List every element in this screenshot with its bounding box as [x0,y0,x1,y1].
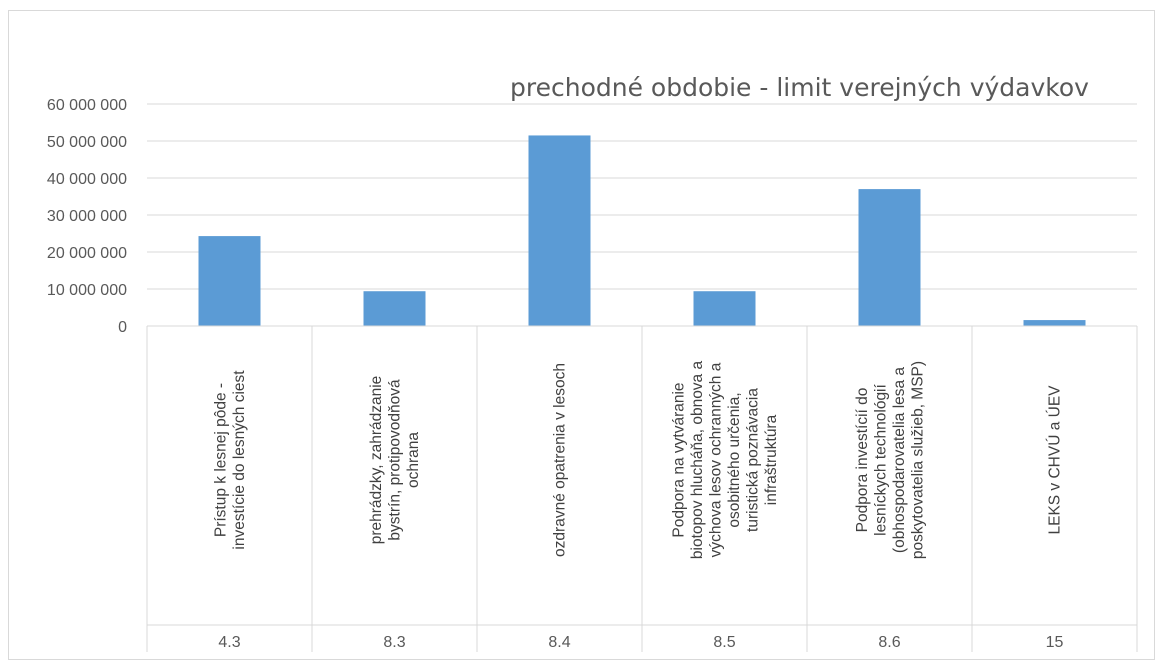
category-label: prehrádzky, zahrádzanie bystrín, protipov… [368,376,422,545]
bar [858,189,921,326]
category-label-line: prehrádzky, zahrádzanie [368,376,385,545]
y-tick-label: 50 000 000 [47,134,127,151]
y-tick-label: 10 000 000 [47,282,127,299]
y-tick-label: 0 [118,319,127,336]
category-label-line: LEKS v CHVÚ a ÚEV [1047,385,1064,535]
category-label: Podpora na vytváranie biotopov hlucháňa, … [670,361,780,560]
category-label-line: biotopov hlucháňa, obnova a [689,361,706,560]
category-label-line: ozdravné opatrenia v lesoch [552,363,569,557]
y-tick-label: 30 000 000 [47,208,127,225]
chart-frame [8,10,1155,660]
category-label-line: výchova lesov ochranných a [707,362,724,557]
category-label-line: osobitného určenia, [726,392,743,527]
category-code: 15 [1046,634,1064,651]
chart-title: prechodné obdobie - limit verejných výda… [510,73,1089,102]
gridlines [147,103,1137,290]
category-label-line: lesníckych technológií [872,383,889,535]
y-tick-label: 20 000 000 [47,245,127,262]
labels: 0 10 000 000 20 000 000 30 000 000 40 000 00… [47,97,1064,651]
bar [1023,320,1086,326]
category-label-line: investície do lesných ciest [231,370,248,550]
category-label-line: turistická poznávacia [744,388,761,532]
category-label-line: Prístup k lesnej pôde - [212,383,229,537]
y-tick-label: 40 000 000 [47,171,127,188]
bar [198,236,261,326]
category-label-line: ochrana [405,432,422,488]
category-label-line: bystrín, protipovodňová [387,379,404,541]
category-label-line: infraštruktúra [763,414,780,505]
category-code: 8.6 [878,634,900,651]
category-label-line: Podpora na vytváranie [670,382,687,537]
category-label: Prístup k lesnej pôde - investície do les… [212,370,248,550]
category-label: ozdravné opatrenia v lesoch [552,363,569,557]
category-code: 4.3 [218,634,240,651]
bars [198,135,1086,326]
bar [528,135,591,326]
category-code: 8.4 [548,634,570,651]
category-code: 8.3 [383,634,405,651]
bar [693,291,756,326]
category-label: LEKS v CHVÚ a ÚEV [1047,385,1064,535]
category-label-line: poskytovatelia služieb, MSP) [909,361,926,559]
y-tick-label: 60 000 000 [47,97,127,114]
category-label-line: Podpora investícií do [854,388,871,533]
bar [363,291,426,326]
category-label: Podpora investícií do lesníckych technoló… [854,361,927,559]
axes [146,325,1138,652]
category-code: 8.5 [713,634,735,651]
category-label-line: (obhospodarovatelia lesa a [891,367,908,554]
